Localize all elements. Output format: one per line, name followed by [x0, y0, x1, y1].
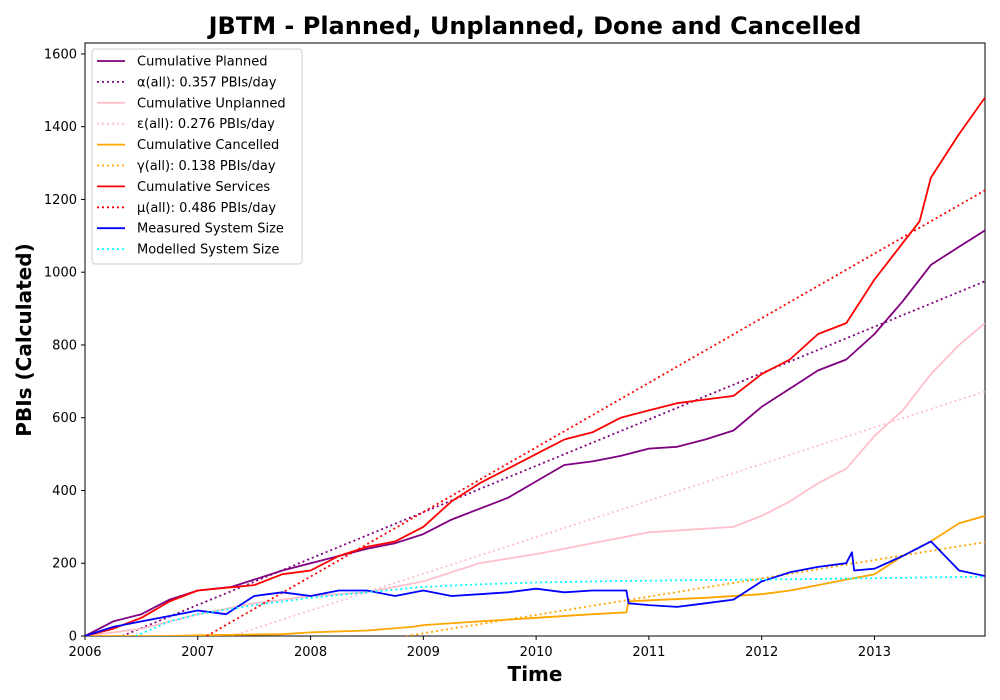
series-line-6: [85, 97, 985, 636]
x-axis-ticks: 2006 2007 2008 2009 2010 2011 2012 2013: [68, 636, 891, 660]
x-tick-label: 2006: [68, 645, 101, 660]
x-tick-label: 2010: [520, 645, 553, 660]
chart-title: JBTM - Planned, Unplanned, Done and Canc…: [207, 12, 862, 40]
legend-entry: Measured System Size: [137, 222, 284, 237]
legend-entry: μ(all): 0.486 PBIs/day: [137, 201, 276, 216]
plot-area: [85, 97, 985, 636]
series-line-8: [85, 540, 985, 636]
x-tick-label: 2011: [632, 645, 665, 660]
legend: Cumulative Planned α(all): 0.357 PBIs/day…: [91, 48, 303, 265]
series-line-4: [85, 515, 985, 636]
legend-entry: Cumulative Cancelled: [137, 138, 279, 153]
y-tick-label: 1000: [44, 266, 77, 281]
x-tick-label: 2009: [407, 645, 440, 660]
y-axis-ticks: 0 200 400 600 800 1000 1200 1400 1600: [44, 47, 85, 645]
x-axis-label: Time: [508, 662, 563, 686]
legend-box: [91, 48, 303, 265]
series-line-0: [85, 229, 985, 636]
y-tick-label: 1400: [44, 120, 77, 135]
legend-entry: Cumulative Planned: [137, 55, 267, 70]
y-tick-label: 1200: [44, 193, 77, 208]
y-axis-label: PBIs (Calculated): [12, 243, 36, 436]
x-tick-label: 2008: [294, 645, 327, 660]
y-tick-label: 0: [69, 630, 77, 645]
legend-entry: Cumulative Services: [137, 180, 270, 195]
legend-entry: ε(all): 0.276 PBIs/day: [137, 117, 275, 132]
legend-entry: γ(all): 0.138 PBIs/day: [137, 159, 276, 174]
x-tick-label: 2013: [858, 645, 891, 660]
legend-entry: Cumulative Unplanned: [137, 96, 286, 111]
legend-entry: Modelled System Size: [137, 243, 279, 258]
y-tick-label: 1600: [44, 47, 77, 62]
x-tick-label: 2007: [181, 645, 214, 660]
y-tick-label: 200: [52, 557, 77, 572]
x-tick-label: 2012: [745, 645, 778, 660]
plot-frame: [84, 42, 986, 637]
series-line-9: [135, 575, 985, 636]
series-line-5: [406, 541, 985, 636]
y-tick-label: 600: [52, 411, 77, 426]
series-line-3: [231, 390, 985, 636]
y-tick-label: 400: [52, 484, 77, 499]
legend-entry: α(all): 0.357 PBIs/day: [137, 75, 277, 90]
y-tick-label: 800: [52, 338, 77, 353]
series-line-1: [121, 280, 985, 636]
